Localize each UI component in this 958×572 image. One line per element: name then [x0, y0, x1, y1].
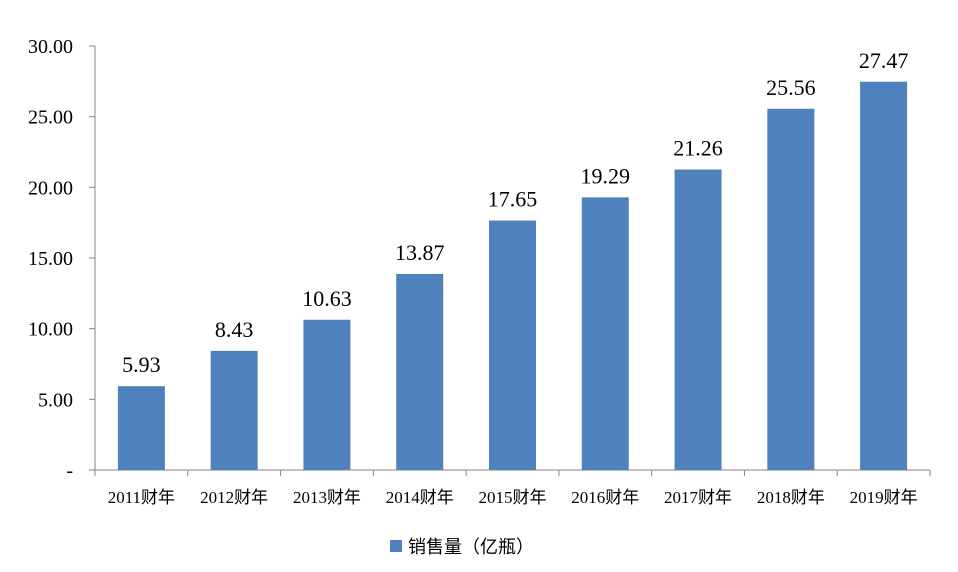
y-tick-label: - — [66, 460, 73, 482]
x-tick-label: 2013财年 — [293, 488, 361, 507]
data-labels: 5.93 8.43 10.63 13.87 17.65 19.29 21.26 25.56 27… — [122, 48, 908, 377]
x-tick-label: 2015财年 — [479, 488, 547, 507]
bar — [767, 108, 815, 470]
bar — [210, 350, 258, 470]
bar — [117, 386, 165, 470]
x-tick-label: 2019财年 — [850, 488, 918, 507]
y-tick-label: 30.00 — [28, 36, 73, 58]
data-label: 17.65 — [488, 187, 538, 212]
bar — [303, 319, 351, 470]
x-tick-label: 2016财年 — [571, 488, 639, 507]
data-label: 27.47 — [859, 48, 909, 73]
data-label: 13.87 — [395, 240, 445, 265]
bar — [581, 197, 629, 471]
x-tick-label: 2014财年 — [386, 488, 454, 507]
legend-swatch — [390, 540, 402, 552]
data-label: 5.93 — [122, 352, 161, 377]
legend: 销售量（亿瓶） — [390, 537, 534, 558]
data-label: 21.26 — [673, 136, 723, 161]
data-label: 25.56 — [766, 75, 816, 100]
y-tick-label: 25.00 — [28, 107, 73, 129]
x-tick-label: 2018财年 — [757, 488, 825, 507]
x-axis: 2011财年 2012财年 2013财年 2014财年 2015财年 2016财年 2017… — [94, 469, 931, 507]
y-tick-label: 5.00 — [38, 389, 73, 411]
bar — [860, 81, 908, 471]
data-label: 10.63 — [302, 286, 352, 311]
y-tick-label: 10.00 — [28, 319, 73, 341]
bars — [117, 81, 908, 471]
data-label: 8.43 — [215, 317, 254, 342]
x-tick-label: 2012财年 — [200, 488, 268, 507]
bar — [396, 273, 444, 470]
x-tick-label: 2011财年 — [108, 488, 175, 507]
y-tick-label: 20.00 — [28, 177, 73, 199]
bar — [674, 169, 722, 470]
legend-label: 销售量（亿瓶） — [408, 537, 534, 558]
data-label: 19.29 — [581, 163, 631, 188]
y-tick-label: 15.00 — [28, 248, 73, 270]
y-axis: - 5.00 10.00 15.00 20.00 25.00 30.00 — [28, 36, 96, 482]
x-tick-label: 2017财年 — [664, 488, 732, 507]
bar — [489, 220, 536, 470]
